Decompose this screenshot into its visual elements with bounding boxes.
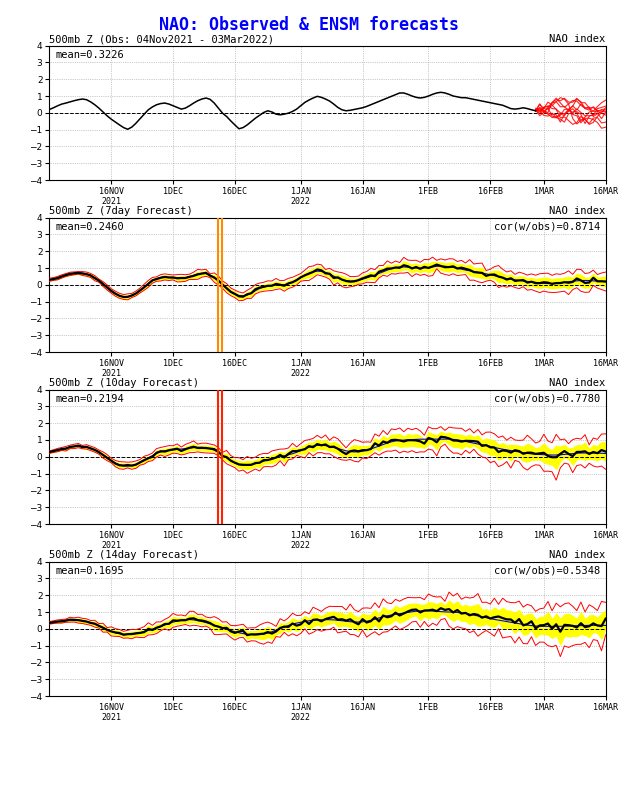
- Text: NAO index: NAO index: [549, 378, 606, 388]
- Text: mean=0.1695: mean=0.1695: [55, 566, 124, 576]
- Text: 500mb Z (7day Forecast): 500mb Z (7day Forecast): [49, 206, 193, 216]
- Text: 500mb Z (14day Forecast): 500mb Z (14day Forecast): [49, 550, 200, 560]
- Text: NAO index: NAO index: [549, 550, 606, 560]
- Text: NAO: Observed & ENSM forecasts: NAO: Observed & ENSM forecasts: [159, 16, 459, 34]
- Text: cor(w/obs)=0.5348: cor(w/obs)=0.5348: [494, 566, 600, 576]
- Text: mean=0.3226: mean=0.3226: [55, 50, 124, 60]
- Text: NAO index: NAO index: [549, 206, 606, 216]
- Text: 500mb Z (10day Forecast): 500mb Z (10day Forecast): [49, 378, 200, 388]
- Text: mean=0.2460: mean=0.2460: [55, 222, 124, 232]
- Text: NAO index: NAO index: [549, 34, 606, 44]
- Text: 500mb Z (Obs: 04Nov2021 - 03Mar2022): 500mb Z (Obs: 04Nov2021 - 03Mar2022): [49, 34, 274, 44]
- Text: cor(w/obs)=0.8714: cor(w/obs)=0.8714: [494, 222, 600, 232]
- Text: cor(w/obs)=0.7780: cor(w/obs)=0.7780: [494, 394, 600, 404]
- Text: mean=0.2194: mean=0.2194: [55, 394, 124, 404]
